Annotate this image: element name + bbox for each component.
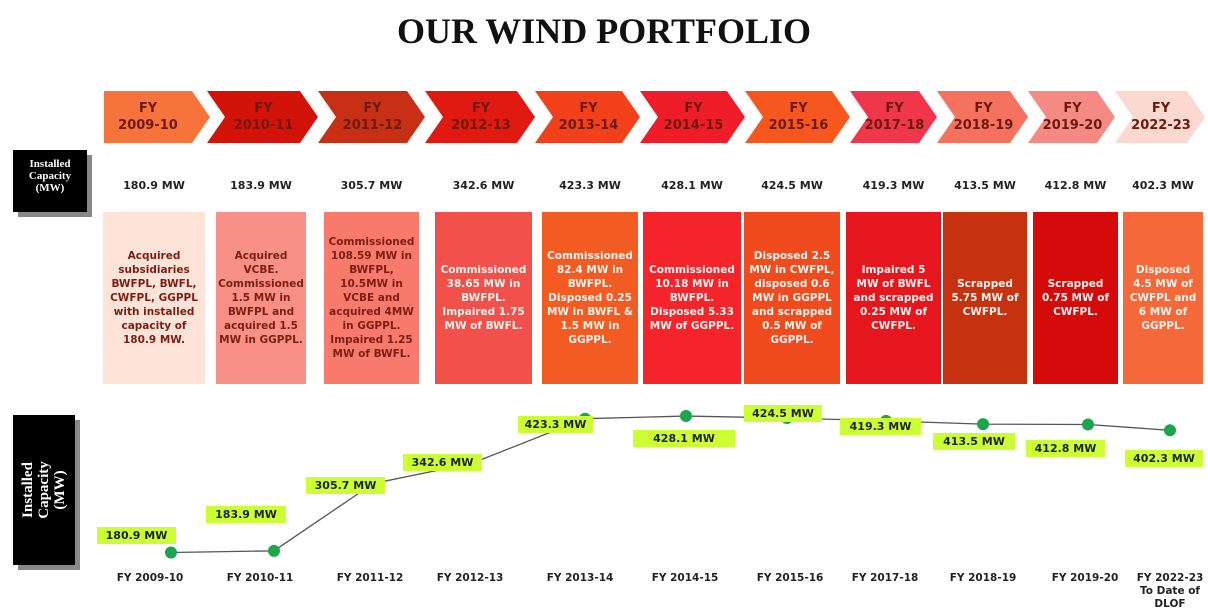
value-label: 305.7 MW [306,477,385,494]
value-label: 180.9 MW [97,527,176,544]
x-tick-label: FY 2012-13 [436,572,504,584]
capacity-value: 419.3 MW [862,179,925,192]
capacity-label: Installed Capacity (MW) [13,150,87,212]
capacity-value: 412.8 MW [1044,179,1107,192]
description-box: Scrapped 0.75 MW of CWFPL. [1033,212,1118,384]
timeline-arrow [535,91,640,143]
timeline-header: FY 2022-23 [1131,101,1191,133]
marker [680,410,692,423]
description-box: Commissioned 82.4 MW in BWFPL. Disposed … [542,212,638,384]
marker [1164,424,1176,437]
x-tick-label: FY 2013-14 [546,572,614,584]
timeline-header: FY 2010-11 [233,101,294,133]
value-label: 419.3 MW [840,418,921,435]
x-tick-label: FY 2014-15 [651,572,719,584]
description-box: Commissioned 10.18 MW in BWFPL. Disposed… [643,212,741,384]
capacity-value: 342.6 MW [452,179,515,192]
timeline-header: FY 2018-19 [953,101,1014,133]
timeline-header: FY 2009-10 [118,101,178,133]
marker [268,544,280,557]
value-label: 183.9 MW [206,506,286,523]
description-box: Scrapped 5.75 MW of CWFPL. [943,212,1027,384]
description-box: Impaired 5 MW of BWFL and scrapped 0.25 … [846,212,941,384]
capacity-value: 402.3 MW [1132,179,1194,192]
marker [1082,418,1094,431]
timeline-header: FY 2012-13 [451,101,511,133]
timeline-arrow [850,91,937,143]
value-label: 424.5 MW [744,405,822,422]
x-tick-label: FY 2015-16 [756,572,824,584]
description-box: Commissioned 38.65 MW in BWFPL. Impaired… [435,212,532,384]
description-box: Acquired VCBE. Commissioned 1.5 MW in BW… [216,212,306,384]
capacity-value: 305.7 MW [340,179,403,192]
description-box: Disposed 4.5 MW of CWFPL and 6 MW of GGP… [1123,212,1203,384]
x-tick-label: FY 2009-10 [116,572,184,584]
timeline-header: FY 2015-16 [768,101,829,133]
timeline-header: FY 2014-15 [663,101,724,133]
timeline-header: FY 2013-14 [558,101,619,133]
x-tick-label: FY 2018-19 [949,572,1017,584]
capacity-value: 180.9 MW [123,179,185,192]
value-label: 412.8 MW [1026,440,1105,457]
value-label: 342.6 MW [403,454,482,471]
capacity-value: 183.9 MW [230,179,292,192]
timeline-arrow [937,91,1028,143]
capacity-value: 424.5 MW [761,179,823,192]
timeline-arrow [318,91,425,143]
description-box: Acquired subsidiaries BWFPL, BWFL, CWFPL… [103,212,205,384]
value-label: 413.5 MW [933,433,1015,450]
capacity-value: 428.1 MW [661,179,723,192]
capacity-value: 423.3 MW [559,179,621,192]
value-label: 428.1 MW [633,430,735,447]
value-label: 402.3 MW [1125,450,1203,467]
timeline-arrow [207,91,318,143]
y-axis-box: Installed Capacity (MW) [13,415,75,565]
x-tick-label: FY 2011-12 [336,572,404,584]
timeline-arrow [1115,91,1205,143]
timeline-header: FY 2019-20 [1042,101,1103,133]
timeline-arrow [425,91,535,143]
x-tick-label: FY 2017-18 [851,572,919,584]
timeline-arrow [104,91,210,143]
description-box: Disposed 2.5 MW in CWFPL, disposed 0.6 M… [744,212,840,384]
description-box: Commissioned 108.59 MW in BWFPL, 10.5MW … [324,212,419,384]
x-tick-label: FY 2022-23 To Date of DLOF [1136,572,1204,610]
timeline-header: FY 2011-12 [342,101,403,133]
timeline-header: FY 2017-18 [864,101,925,133]
title: OUR WIND PORTFOLIO [396,11,812,51]
timeline-arrow [640,91,745,143]
timeline-arrow [1028,91,1115,143]
x-tick-label: FY 2019-20 [1051,572,1119,584]
x-tick-label: FY 2010-11 [226,572,294,584]
timeline-arrow [745,91,850,143]
value-label: 423.3 MW [518,416,593,433]
marker [165,546,177,559]
marker [977,418,989,431]
capacity-value: 413.5 MW [954,179,1016,192]
